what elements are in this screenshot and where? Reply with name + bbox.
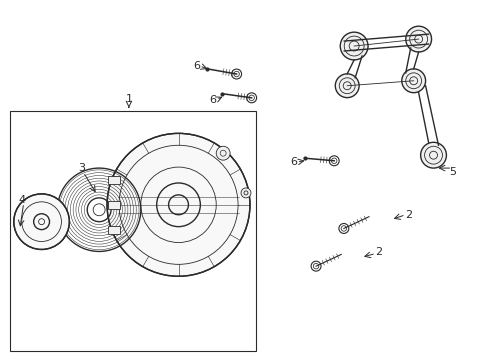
Text: 6: 6 — [210, 95, 217, 105]
Circle shape — [349, 41, 359, 51]
Circle shape — [430, 151, 438, 159]
Circle shape — [344, 36, 364, 56]
Text: 2: 2 — [375, 247, 383, 257]
Circle shape — [410, 77, 417, 85]
Circle shape — [107, 133, 250, 276]
Circle shape — [406, 73, 421, 89]
Circle shape — [335, 74, 359, 98]
Circle shape — [415, 35, 422, 43]
Bar — [108, 176, 120, 184]
Text: 1: 1 — [125, 94, 132, 104]
Text: 6: 6 — [193, 61, 200, 71]
Circle shape — [14, 194, 70, 249]
Circle shape — [410, 30, 428, 48]
Circle shape — [425, 146, 442, 164]
Text: 3: 3 — [78, 163, 85, 173]
Bar — [108, 226, 120, 234]
Text: 6: 6 — [290, 157, 297, 167]
Circle shape — [339, 78, 355, 94]
Text: 2: 2 — [405, 210, 412, 220]
Circle shape — [216, 146, 230, 160]
Text: 4: 4 — [18, 195, 25, 205]
Circle shape — [420, 142, 446, 168]
Circle shape — [241, 188, 251, 198]
Circle shape — [340, 32, 368, 60]
Text: 5: 5 — [449, 167, 456, 177]
Circle shape — [343, 82, 351, 90]
Circle shape — [406, 26, 432, 52]
Circle shape — [402, 69, 426, 93]
Bar — [108, 201, 120, 209]
Bar — [10, 111, 256, 351]
